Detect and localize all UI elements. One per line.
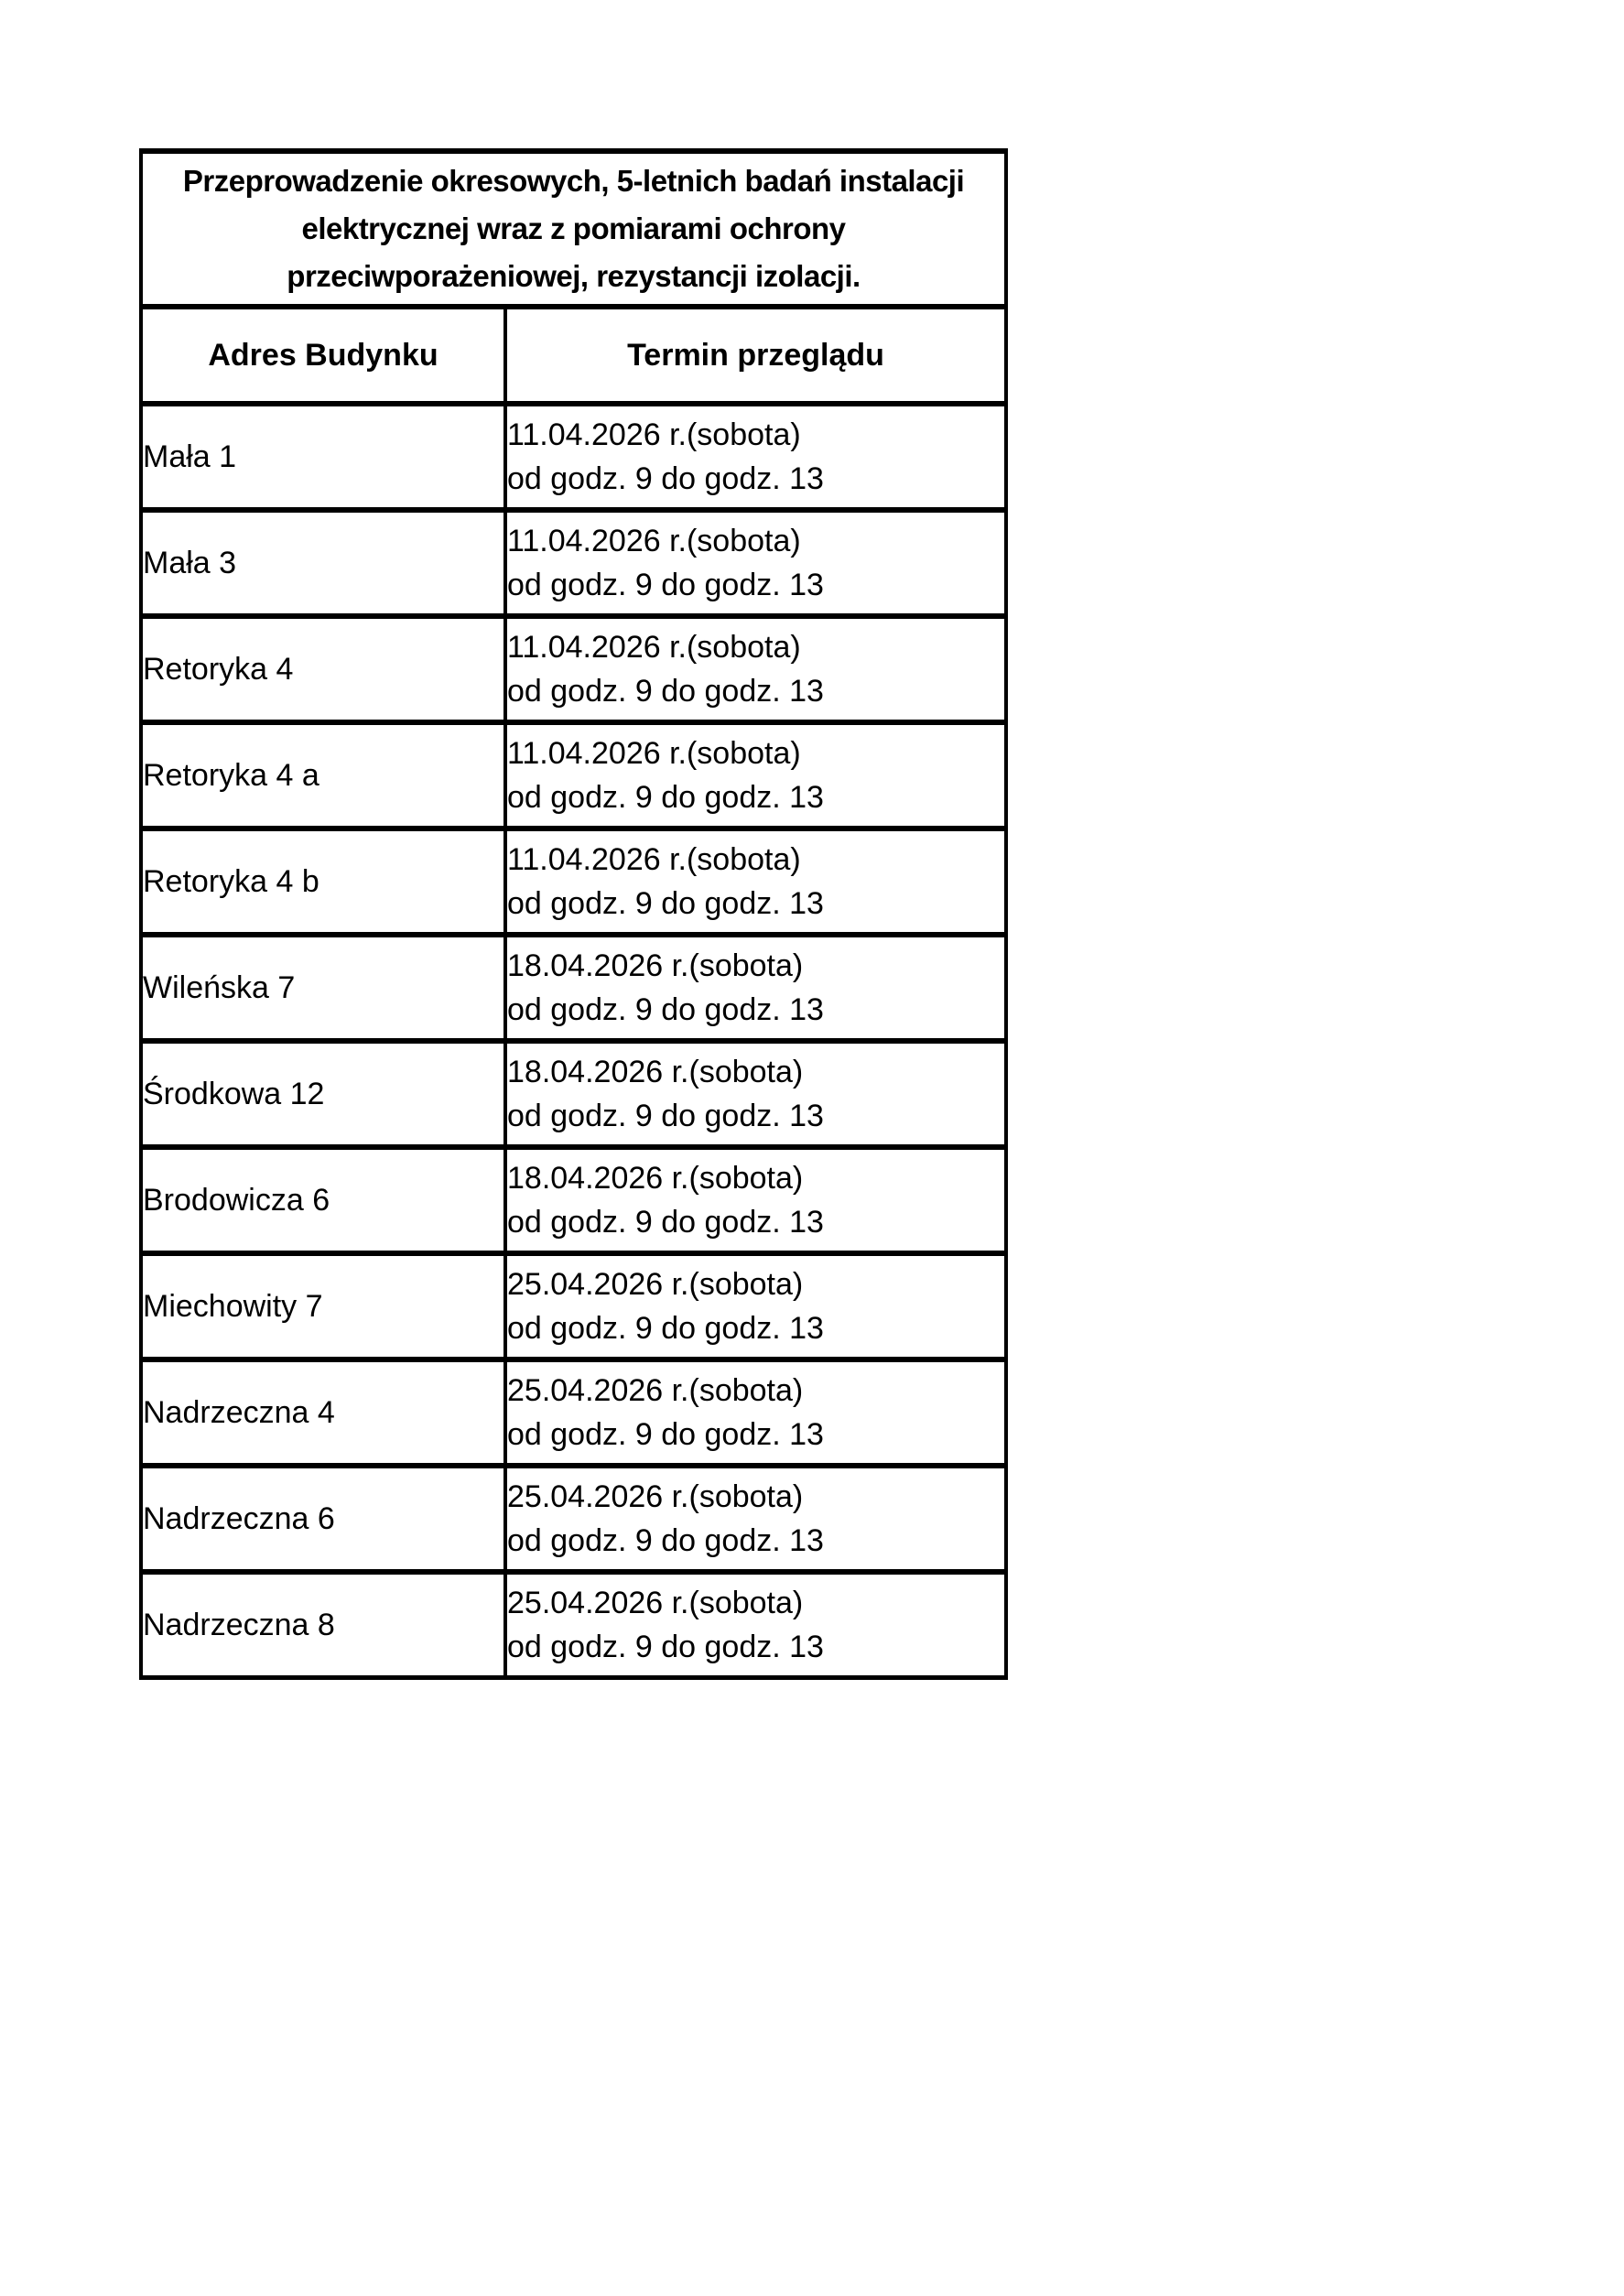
table-row: Wileńska 7 18.04.2026 r.(sobota) od godz… bbox=[139, 932, 1008, 1044]
term-date: 11.04.2026 r.(sobota) bbox=[507, 736, 801, 771]
term-hours: od godz. 9 do godz. 13 bbox=[507, 1417, 824, 1452]
address-cell: Nadrzeczna 8 bbox=[139, 1569, 507, 1680]
table-header-row: Adres Budynku Termin przeglądu bbox=[139, 304, 1008, 406]
address-cell: Wileńska 7 bbox=[139, 932, 507, 1044]
address-cell: Mała 1 bbox=[139, 401, 507, 513]
term-cell: 18.04.2026 r.(sobota) od godz. 9 do godz… bbox=[503, 932, 1008, 1044]
term-cell: 11.04.2026 r.(sobota) od godz. 9 do godz… bbox=[503, 401, 1008, 513]
term-cell: 25.04.2026 r.(sobota) od godz. 9 do godz… bbox=[503, 1251, 1008, 1362]
term-cell: 18.04.2026 r.(sobota) od godz. 9 do godz… bbox=[503, 1144, 1008, 1256]
table-title-line-2: elektrycznej wraz z pomiarami ochrony bbox=[301, 211, 846, 245]
term-cell: 11.04.2026 r.(sobota) od godz. 9 do godz… bbox=[503, 507, 1008, 619]
term-hours: od godz. 9 do godz. 13 bbox=[507, 674, 824, 709]
term-cell: 11.04.2026 r.(sobota) od godz. 9 do godz… bbox=[503, 613, 1008, 725]
table-title-row: Przeprowadzenie okresowych, 5-letnich ba… bbox=[139, 148, 1008, 309]
term-cell: 25.04.2026 r.(sobota) od godz. 9 do godz… bbox=[503, 1569, 1008, 1680]
term-date: 11.04.2026 r.(sobota) bbox=[507, 630, 801, 665]
term-date: 18.04.2026 r.(sobota) bbox=[507, 948, 804, 983]
term-date: 25.04.2026 r.(sobota) bbox=[507, 1586, 804, 1620]
table-row: Mała 1 11.04.2026 r.(sobota) od godz. 9 … bbox=[139, 401, 1008, 513]
table-title-line-1: Przeprowadzenie okresowych, 5-letnich ba… bbox=[182, 164, 965, 198]
term-hours: od godz. 9 do godz. 13 bbox=[507, 780, 824, 815]
column-header-term: Termin przeglądu bbox=[503, 304, 1008, 406]
address-cell: Brodowicza 6 bbox=[139, 1144, 507, 1256]
term-date: 25.04.2026 r.(sobota) bbox=[507, 1373, 804, 1408]
table-title: Przeprowadzenie okresowych, 5-letnich ba… bbox=[139, 148, 1008, 309]
term-date: 11.04.2026 r.(sobota) bbox=[507, 524, 801, 558]
term-date: 18.04.2026 r.(sobota) bbox=[507, 1161, 804, 1196]
table-row: Brodowicza 6 18.04.2026 r.(sobota) od go… bbox=[139, 1144, 1008, 1256]
table-row: Miechowity 7 25.04.2026 r.(sobota) od go… bbox=[139, 1251, 1008, 1362]
term-date: 11.04.2026 r.(sobota) bbox=[507, 417, 801, 452]
term-hours: od godz. 9 do godz. 13 bbox=[507, 461, 824, 496]
address-cell: Retoryka 4 bbox=[139, 613, 507, 725]
table-row: Nadrzeczna 4 25.04.2026 r.(sobota) od go… bbox=[139, 1357, 1008, 1468]
term-cell: 25.04.2026 r.(sobota) od godz. 9 do godz… bbox=[503, 1357, 1008, 1468]
term-hours: od godz. 9 do godz. 13 bbox=[507, 568, 824, 602]
term-cell: 25.04.2026 r.(sobota) od godz. 9 do godz… bbox=[503, 1463, 1008, 1575]
table-row: Retoryka 4 b 11.04.2026 r.(sobota) od go… bbox=[139, 826, 1008, 937]
term-hours: od godz. 9 do godz. 13 bbox=[507, 1099, 824, 1133]
address-cell: Retoryka 4 b bbox=[139, 826, 507, 937]
term-cell: 11.04.2026 r.(sobota) od godz. 9 do godz… bbox=[503, 720, 1008, 831]
term-cell: 18.04.2026 r.(sobota) od godz. 9 do godz… bbox=[503, 1038, 1008, 1150]
term-hours: od godz. 9 do godz. 13 bbox=[507, 1205, 824, 1240]
table-title-line-3: przeciwporażeniowej, rezystancji izolacj… bbox=[287, 259, 861, 293]
table-row: Nadrzeczna 8 25.04.2026 r.(sobota) od go… bbox=[139, 1569, 1008, 1680]
address-cell: Nadrzeczna 4 bbox=[139, 1357, 507, 1468]
table-row: Środkowa 12 18.04.2026 r.(sobota) od god… bbox=[139, 1038, 1008, 1150]
address-cell: Retoryka 4 a bbox=[139, 720, 507, 831]
term-hours: od godz. 9 do godz. 13 bbox=[507, 1523, 824, 1558]
address-cell: Środkowa 12 bbox=[139, 1038, 507, 1150]
term-hours: od godz. 9 do godz. 13 bbox=[507, 1311, 824, 1346]
table-row: Retoryka 4 a 11.04.2026 r.(sobota) od go… bbox=[139, 720, 1008, 831]
term-date: 25.04.2026 r.(sobota) bbox=[507, 1267, 804, 1302]
term-hours: od godz. 9 do godz. 13 bbox=[507, 1630, 824, 1664]
address-cell: Miechowity 7 bbox=[139, 1251, 507, 1362]
term-date: 18.04.2026 r.(sobota) bbox=[507, 1055, 804, 1089]
inspection-schedule-table: Przeprowadzenie okresowych, 5-letnich ba… bbox=[139, 148, 1008, 1680]
term-date: 25.04.2026 r.(sobota) bbox=[507, 1479, 804, 1514]
term-cell: 11.04.2026 r.(sobota) od godz. 9 do godz… bbox=[503, 826, 1008, 937]
term-date: 11.04.2026 r.(sobota) bbox=[507, 842, 801, 877]
term-hours: od godz. 9 do godz. 13 bbox=[507, 886, 824, 921]
table-row: Nadrzeczna 6 25.04.2026 r.(sobota) od go… bbox=[139, 1463, 1008, 1575]
table-row: Mała 3 11.04.2026 r.(sobota) od godz. 9 … bbox=[139, 507, 1008, 619]
term-hours: od godz. 9 do godz. 13 bbox=[507, 992, 824, 1027]
table-row: Retoryka 4 11.04.2026 r.(sobota) od godz… bbox=[139, 613, 1008, 725]
address-cell: Mała 3 bbox=[139, 507, 507, 619]
column-header-address: Adres Budynku bbox=[139, 304, 507, 406]
address-cell: Nadrzeczna 6 bbox=[139, 1463, 507, 1575]
